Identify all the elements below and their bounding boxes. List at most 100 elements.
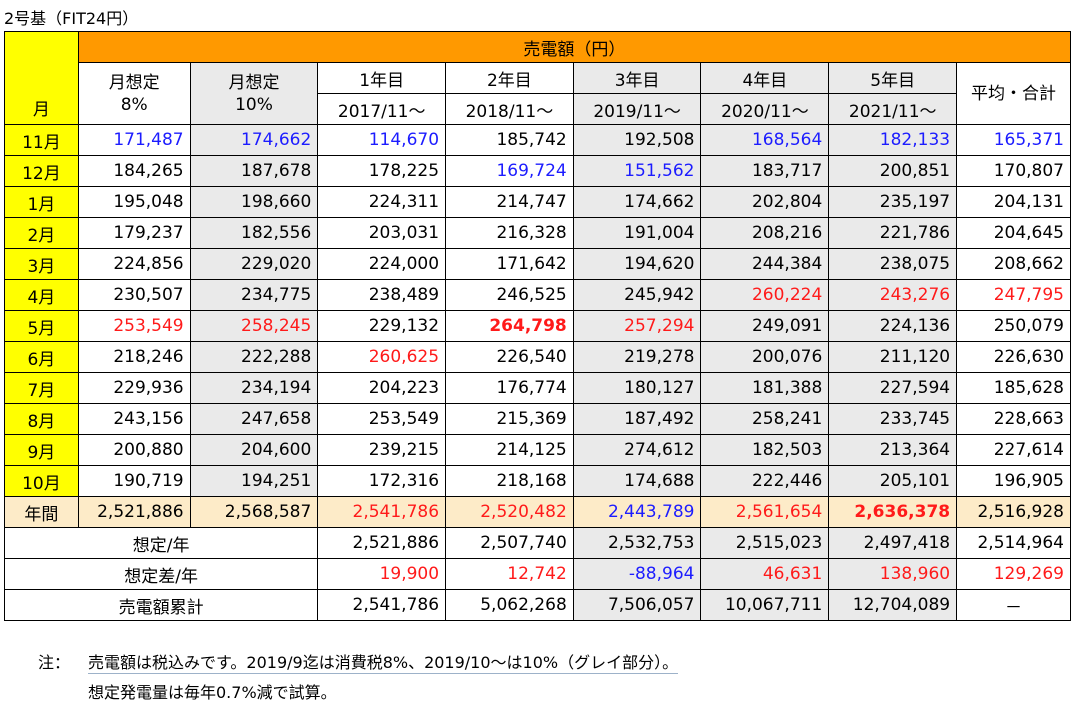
value-cell: 234,775 (189, 279, 319, 311)
sales-table: 月 売電額（円） 月想定 8% 月想定 10% 1年目 2年目 3年目 4年目 5年… (3, 31, 1071, 621)
value-cell: 247,658 (189, 403, 319, 435)
summary-value-cell: -88,964 (572, 558, 702, 590)
value-cell: 226,630 (956, 341, 1071, 373)
value-cell: 203,031 (317, 217, 447, 249)
note-tax: 売電額は税込みです。2019/9迄は消費税8%、2019/10～は10%（グレイ… (88, 653, 679, 674)
annual-label: 年間 (4, 496, 79, 528)
value-cell: 218,168 (445, 465, 574, 497)
page-title: 2号基（FIT24円） (4, 9, 139, 28)
value-cell: 214,125 (445, 434, 574, 466)
value-cell: 247,795 (956, 279, 1071, 311)
summary-value-cell: 12,704,089 (828, 589, 958, 621)
summary-value-cell: 10,067,711 (700, 589, 830, 621)
table-row: 9月 200,880 204,600 239,215 214,125 274,612 182… (4, 434, 1071, 466)
value-cell: 196,905 (956, 465, 1071, 497)
col-header-year3: 3年目 (572, 62, 702, 94)
value-cell: 183,717 (700, 155, 830, 187)
value-cell: 224,856 (77, 248, 191, 280)
value-cell: 114,670 (317, 124, 447, 156)
value-cell: 258,245 (189, 310, 319, 342)
value-cell: 222,446 (700, 465, 830, 497)
value-cell: 185,742 (445, 124, 574, 156)
summary-value-cell: 2,541,786 (317, 589, 447, 621)
col-header-year4: 4年目 (700, 62, 830, 94)
value-cell: 182,556 (189, 217, 319, 249)
value-cell: 260,625 (317, 341, 447, 373)
annual-value-cell: 2,520,482 (445, 496, 574, 528)
value-cell: 190,719 (77, 465, 191, 497)
col-period-year4: 2020/11～ (700, 93, 830, 125)
annual-value-cell: 2,516,928 (956, 496, 1071, 528)
value-cell: 224,000 (317, 248, 447, 280)
table-row: 5月 253,549 258,245 229,132 264,798 257,294 249… (4, 310, 1071, 342)
value-cell: 171,487 (77, 124, 191, 156)
summary-value-cell: 7,506,057 (572, 589, 702, 621)
col-header-monthly-8: 月想定 8% (77, 62, 191, 125)
value-cell: 227,614 (956, 434, 1071, 466)
summary-row: 想定/年 2,521,886 2,507,740 2,532,753 2,515,023… (3, 527, 1071, 559)
summary-label: 想定/年 (3, 527, 319, 559)
value-cell: 227,594 (828, 372, 958, 404)
value-cell: 174,662 (572, 186, 702, 218)
value-cell: 213,364 (828, 434, 958, 466)
annual-value-cell: 2,636,378 (828, 496, 958, 528)
value-cell: 194,620 (572, 248, 702, 280)
summary-value-cell: 2,515,023 (700, 527, 830, 559)
value-cell: 194,251 (189, 465, 319, 497)
value-cell: 176,774 (445, 372, 574, 404)
value-cell: 224,311 (317, 186, 447, 218)
summary-value-cell: 2,514,964 (956, 527, 1071, 559)
value-cell: 260,224 (700, 279, 830, 311)
annual-row: 年間 2,521,886 2,568,587 2,541,786 2,520,482 2,… (4, 496, 1071, 528)
month-label: 12月 (4, 155, 79, 187)
value-cell: 229,936 (77, 372, 191, 404)
col-header-monthly-10: 月想定 10% (189, 62, 319, 125)
sales-header: 売電額（円） (77, 31, 1071, 63)
table-row: 7月 229,936 234,194 204,223 176,774 180,127 181… (4, 372, 1071, 404)
summary-value-cell: 129,269 (956, 558, 1071, 590)
value-cell: 215,369 (445, 403, 574, 435)
table-row: 3月 224,856 229,020 224,000 171,642 194,620 244… (4, 248, 1071, 280)
col-header-year2: 2年目 (445, 62, 574, 94)
value-cell: 174,662 (189, 124, 319, 156)
value-cell: 208,216 (700, 217, 830, 249)
value-cell: 233,745 (828, 403, 958, 435)
month-header: 月 (4, 31, 79, 125)
value-cell: 169,724 (445, 155, 574, 187)
value-cell: 221,786 (828, 217, 958, 249)
month-label: 3月 (4, 248, 79, 280)
value-cell: 187,492 (572, 403, 702, 435)
value-cell: 222,288 (189, 341, 319, 373)
annual-value-cell: 2,568,587 (189, 496, 319, 528)
month-label: 10月 (4, 465, 79, 497)
summary-value-cell: 2,521,886 (317, 527, 447, 559)
summary-value-cell: 2,497,418 (828, 527, 958, 559)
value-cell: 216,328 (445, 217, 574, 249)
table-row: 1月 195,048 198,660 224,311 214,747 174,662 202… (4, 186, 1071, 218)
value-cell: 195,048 (77, 186, 191, 218)
value-cell: 200,076 (700, 341, 830, 373)
value-cell: 219,278 (572, 341, 702, 373)
value-cell: 249,091 (700, 310, 830, 342)
annual-value-cell: 2,541,786 (317, 496, 447, 528)
value-cell: 208,662 (956, 248, 1071, 280)
summary-row: 売電額累計 2,541,786 5,062,268 7,506,057 10,067,7… (3, 589, 1071, 621)
month-label: 6月 (4, 341, 79, 373)
value-cell: 202,804 (700, 186, 830, 218)
table-row: 12月 184,265 187,678 178,225 169,724 151,562 18… (4, 155, 1071, 187)
month-label: 2月 (4, 217, 79, 249)
summary-value-cell: 12,742 (445, 558, 574, 590)
col-period-year2: 2018/11～ (445, 93, 574, 125)
summary-label: 想定差/年 (3, 558, 319, 590)
value-cell: 235,197 (828, 186, 958, 218)
value-cell: 250,079 (956, 310, 1071, 342)
value-cell: 246,525 (445, 279, 574, 311)
value-cell: 179,237 (77, 217, 191, 249)
value-cell: 200,851 (828, 155, 958, 187)
value-cell: 229,132 (317, 310, 447, 342)
value-cell: 182,503 (700, 434, 830, 466)
value-cell: 151,562 (572, 155, 702, 187)
col-period-year3: 2019/11～ (572, 93, 702, 125)
value-cell: 226,540 (445, 341, 574, 373)
summary-value-cell: 5,062,268 (445, 589, 574, 621)
